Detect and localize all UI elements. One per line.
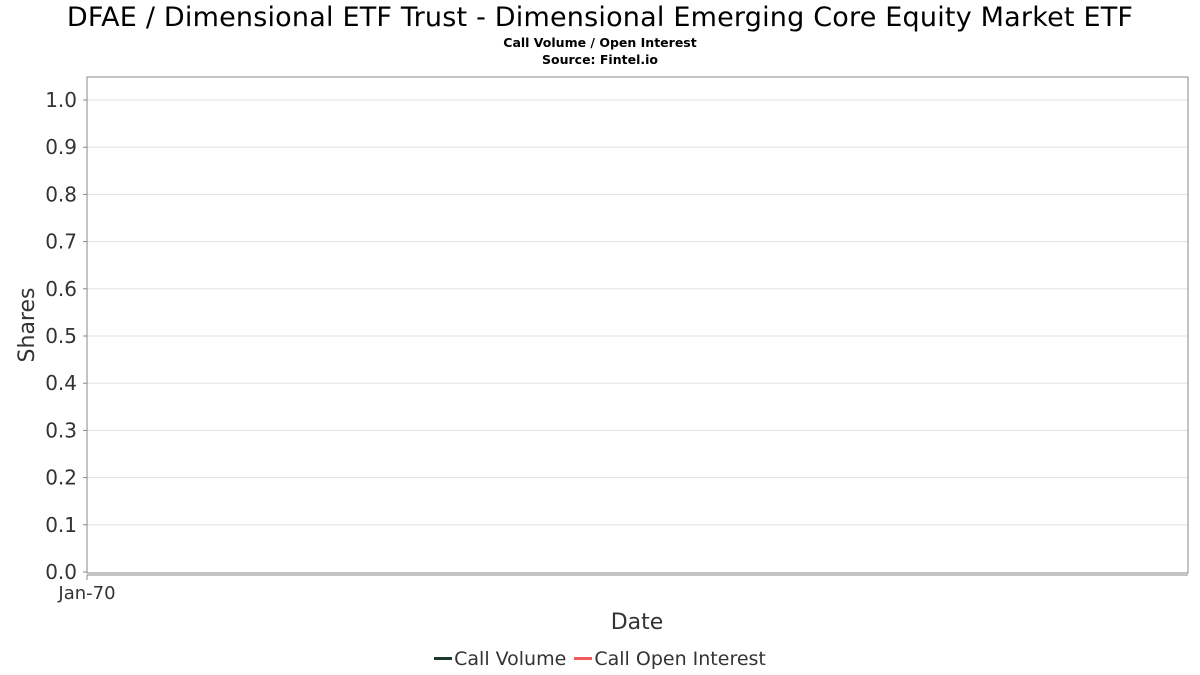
y-tick-label: 1.0 xyxy=(45,88,77,112)
legend: Call Volume Call Open Interest xyxy=(0,648,1200,670)
x-tick-labels: Jan-70 xyxy=(57,575,116,604)
legend-item-call-open-interest[interactable]: Call Open Interest xyxy=(574,648,766,670)
gridlines xyxy=(87,99,1188,526)
x-tick-label: Jan-70 xyxy=(57,583,115,604)
y-tick-label: 0.1 xyxy=(45,513,77,537)
plot-frame xyxy=(86,76,1189,574)
y-axis-label: Shares xyxy=(15,288,40,363)
y-tick-label: 0.5 xyxy=(45,324,77,348)
y-tick-label: 0.4 xyxy=(45,371,77,395)
y-tick-labels: 0.0 0.1 0.2 0.3 0.4 0.5 0.6 0.7 0.8 0.9 1.0 xyxy=(45,88,87,584)
y-tick-label: 0.7 xyxy=(45,230,77,254)
legend-label: Call Volume xyxy=(454,648,567,670)
y-tick-label: 0.3 xyxy=(45,418,77,442)
y-tick-label: 0.0 xyxy=(45,560,77,584)
chart-subtitle: Call Volume / Open Interest xyxy=(503,35,697,50)
y-tick-label: 0.6 xyxy=(45,277,77,301)
legend-label: Call Open Interest xyxy=(594,648,766,670)
x-axis-label: Date xyxy=(611,610,664,635)
y-tick-label: 0.9 xyxy=(45,135,77,159)
legend-item-call-volume[interactable]: Call Volume xyxy=(434,648,566,670)
chart-title: DFAE / Dimensional ETF Trust - Dimension… xyxy=(66,2,1134,33)
y-tick-label: 0.2 xyxy=(45,466,77,490)
legend-swatch-call-volume xyxy=(434,657,453,660)
chart-source: Source: Fintel.io xyxy=(542,52,658,67)
y-tick-label: 0.8 xyxy=(45,182,77,206)
legend-swatch-call-open-interest xyxy=(574,657,593,660)
